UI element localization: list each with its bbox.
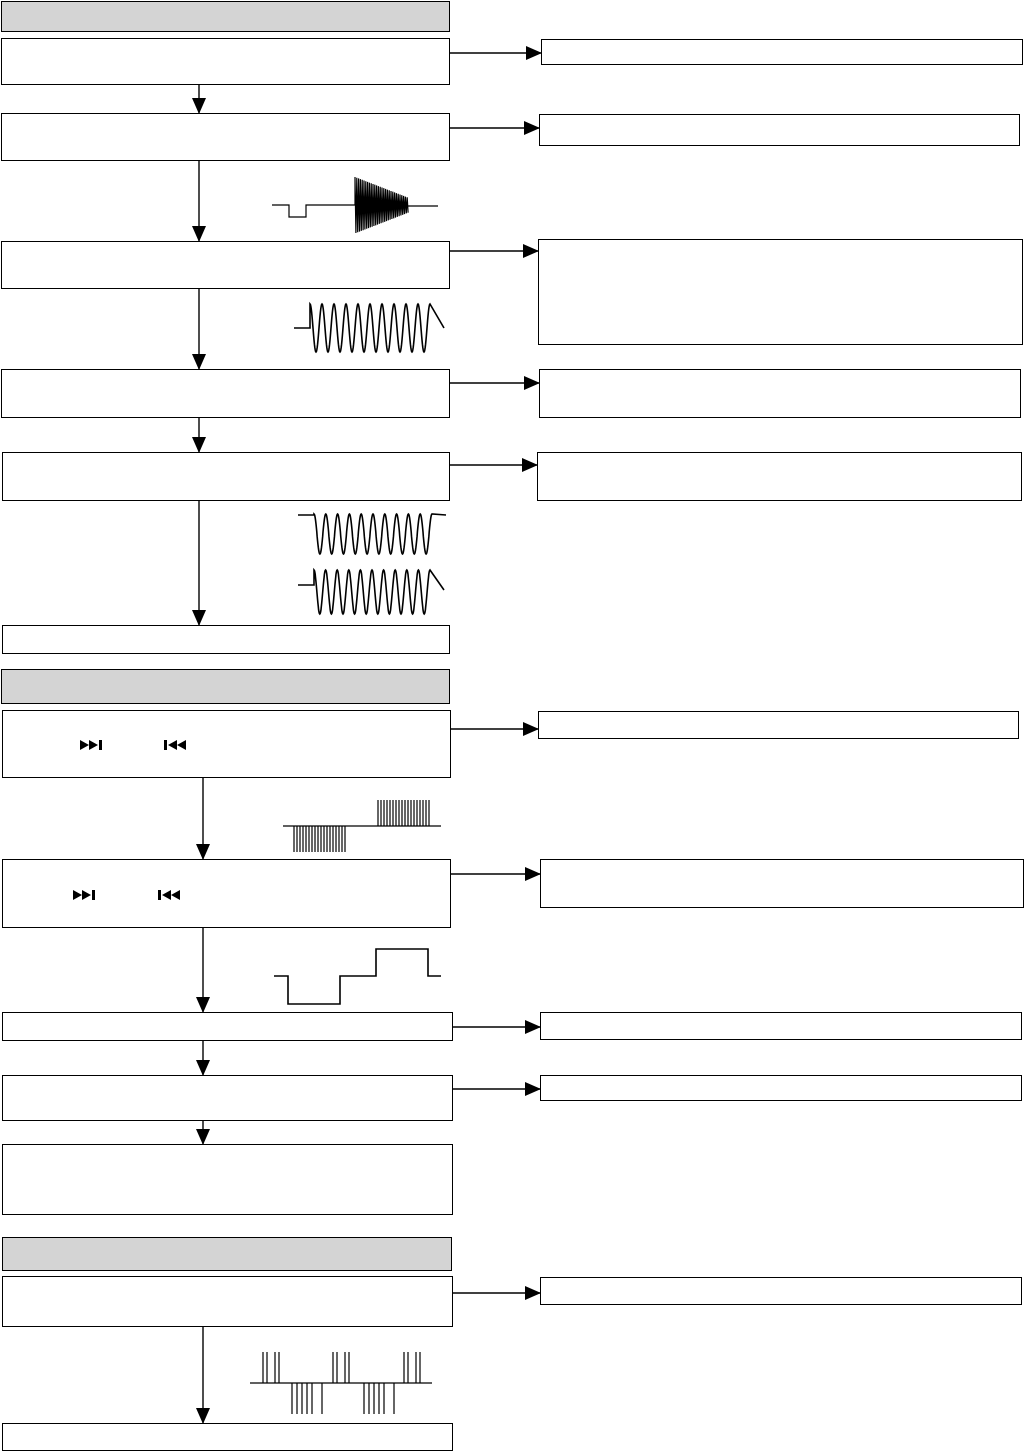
flow-box-3 [1,241,450,289]
flow-box-7 [2,710,451,778]
flow-box-11 [2,1144,453,1215]
waveform-sine-1 [294,301,445,354]
waveform-pulse-bursts [283,800,441,852]
flow-box-2 [1,113,450,161]
note-box-10 [540,1075,1022,1101]
flow-box-1 [1,38,450,85]
note-box-7 [538,711,1019,739]
waveform-burst [272,176,438,234]
section-2-header [1,669,450,704]
section-3-header [2,1237,452,1271]
note-box-9 [540,1012,1022,1040]
note-box-2 [539,114,1020,146]
flow-box-4 [1,369,450,418]
skip-next-icon [80,740,102,750]
flow-box-5 [2,452,450,501]
note-box-4 [539,369,1021,418]
section-1-header [1,1,450,32]
skip-previous-icon [164,740,186,750]
waveform-sine-2 [298,512,447,556]
waveform-alternating-pulses [250,1352,432,1414]
waveform-square [274,948,441,1005]
skip-next-icon [73,890,95,900]
waveform-sine-3 [298,567,445,616]
note-box-1 [541,39,1023,65]
note-box-3 [538,239,1023,345]
flow-box-13 [2,1423,453,1451]
note-box-12 [540,1277,1022,1305]
skip-previous-icon [158,890,180,900]
flow-box-6 [2,625,450,654]
note-box-5 [537,452,1022,501]
flow-box-12 [2,1276,453,1327]
flow-box-9 [2,1012,453,1041]
flow-box-10 [2,1075,453,1121]
note-box-8 [540,859,1024,908]
